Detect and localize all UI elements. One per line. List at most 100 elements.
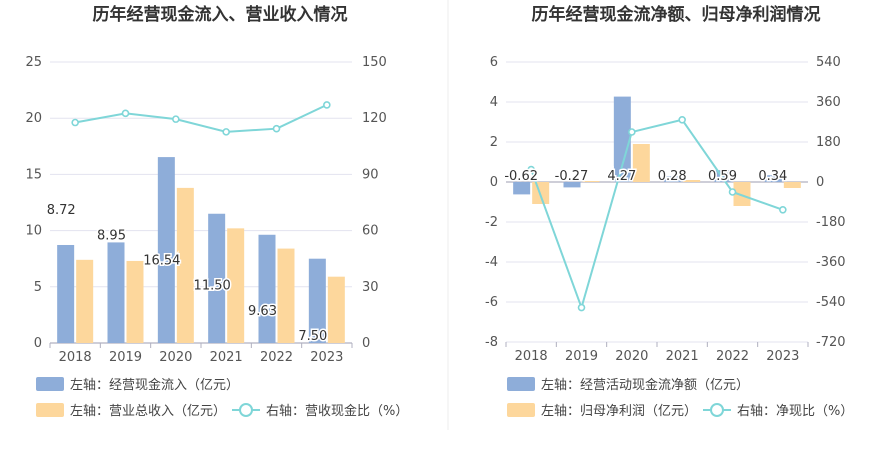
left-axis-tick-label: -2	[485, 215, 498, 230]
category-tick-label: 2019	[565, 349, 598, 364]
legend: 左轴：经营现金流入（亿元） 左轴：营业总收入（亿元） 右轴：营收现金比（%）	[36, 377, 408, 419]
bar-data-label: -0.27	[555, 169, 589, 184]
ratio-point	[728, 188, 737, 196]
left-axis-tick-label: 15	[25, 167, 42, 182]
net-cashflow-profit-chart: 历年经营现金流净额、归母净利润情况 -0.62 -0.27 4.27 0.28 0.59…	[485, 4, 853, 419]
legend-label-cash-ratio: 右轴：净现比（%）	[737, 404, 853, 419]
left-axis-tick-label: 2	[490, 135, 498, 150]
chart-title: 历年经营现金流入、营业收入情况	[93, 4, 348, 25]
left-axis-tick-label: 25	[25, 55, 42, 70]
bar-data-label: -0.62	[504, 169, 538, 184]
legend-label-ratio: 右轴：营收现金比（%）	[266, 403, 408, 419]
bar-data-label: 0.34	[758, 169, 787, 184]
bar-secondary	[126, 260, 144, 343]
bar-data-label: 0.59	[708, 169, 737, 184]
bar-primary	[157, 157, 175, 343]
bar-secondary	[783, 182, 801, 188]
category-tick-label: 2021	[210, 350, 243, 365]
category-tick-label: 2023	[766, 349, 799, 364]
legend-label-cash-inflow: 左轴：经营现金流入（亿元）	[70, 377, 239, 393]
legend-swatch-net-profit	[507, 403, 535, 417]
left-axis-tick-label: -8	[485, 335, 498, 350]
category-tick-label: 2018	[59, 350, 92, 365]
right-axis-tick-label: 0	[362, 336, 370, 351]
right-axis-tick-label: 60	[362, 224, 379, 239]
category-tick-label: 2019	[109, 350, 142, 365]
right-axis-tick-label: 540	[816, 55, 841, 70]
bar-primary	[513, 182, 531, 195]
bar-data-label: 9.63	[248, 304, 277, 319]
bar-data-label: 4.27	[607, 169, 636, 184]
left-axis-tick-label: -4	[485, 255, 498, 270]
category-tick-label: 2023	[310, 350, 343, 365]
bar-secondary	[683, 180, 701, 182]
right-axis-tick-label: 0	[816, 175, 824, 190]
right-axis-tick-label: 120	[362, 111, 387, 126]
bar-primary	[563, 182, 581, 188]
bar-primary	[613, 96, 631, 182]
right-axis-tick-label: -360	[816, 255, 846, 270]
left-axis-tick-label: 0	[490, 175, 498, 190]
legend: 左轴：经营活动现金流净额（亿元） 左轴：归母净利润（亿元） 右轴：净现比（%）	[507, 377, 853, 419]
ratio-point	[121, 109, 130, 118]
left-axis-tick-label: 0	[34, 336, 42, 351]
category-tick-label: 2022	[260, 350, 293, 365]
legend-label-revenue: 左轴：营业总收入（亿元）	[70, 404, 226, 419]
cash-inflow-revenue-chart: 历年经营现金流入、营业收入情况 8.72 8.95 16.54 11.50 9.63 7.…	[25, 4, 408, 419]
bar-data-label: 16.54	[143, 253, 180, 268]
left-axis-tick-label: 10	[25, 224, 42, 239]
category-tick-label: 2020	[159, 350, 192, 365]
right-axis-tick-label: -540	[816, 295, 846, 310]
right-axis-tick-label: 30	[362, 280, 379, 295]
bar-data-label: 8.95	[97, 228, 126, 243]
legend-swatch-net-cashflow	[507, 377, 535, 391]
ratio-point	[527, 165, 535, 174]
ratio-line	[530, 118, 784, 311]
left-axis-tick-label: 5	[34, 280, 42, 295]
bar-primary	[258, 234, 276, 343]
right-axis-tick-label: -720	[816, 335, 846, 350]
bar-primary	[664, 176, 682, 182]
bar-primary	[57, 244, 75, 343]
category-tick-label: 2021	[666, 349, 699, 364]
ratio-point	[628, 128, 636, 136]
legend-label-net-cashflow: 左轴：经营活动现金流净额（亿元）	[541, 377, 749, 393]
left-axis-tick-label: 6	[490, 55, 498, 70]
ratio-point	[678, 115, 686, 124]
ratio-point	[779, 205, 787, 214]
chart-title: 历年经营现金流净额、归母净利润情况	[532, 4, 821, 25]
ratio-point	[323, 101, 331, 109]
category-tick-label: 2020	[615, 349, 648, 364]
ratio-point	[172, 115, 180, 123]
right-axis-tick-label: 360	[816, 95, 841, 110]
ratio-point	[71, 118, 79, 127]
category-tick-label: 2022	[716, 349, 749, 364]
right-axis-tick-label: 180	[816, 135, 841, 150]
bar-secondary	[733, 182, 751, 206]
ratio-point	[222, 128, 230, 136]
legend-swatch-revenue	[36, 403, 64, 417]
right-axis-tick-label: 150	[362, 55, 387, 70]
bar-secondary	[227, 228, 245, 343]
bar-secondary	[176, 187, 194, 343]
left-axis-tick-label: 4	[490, 95, 498, 110]
bar-secondary	[277, 248, 295, 343]
bar-primary	[714, 170, 732, 182]
legend-marker-cash-ratio	[710, 403, 724, 417]
bar-primary	[764, 175, 782, 182]
bar-secondary	[632, 144, 650, 182]
ratio-point	[272, 124, 281, 133]
legend-marker-ratio	[239, 403, 253, 417]
bar-secondary	[327, 276, 345, 343]
bar-data-label: 0.28	[658, 169, 687, 184]
ratio-point	[577, 303, 586, 312]
ratio-line	[74, 103, 328, 133]
bar-primary	[107, 242, 125, 343]
bar-data-label: 11.50	[194, 279, 231, 294]
category-tick-label: 2018	[515, 349, 548, 364]
left-axis-tick-label: 20	[25, 111, 42, 126]
bar-primary	[208, 213, 226, 343]
legend-label-net-profit: 左轴：归母净利润（亿元）	[541, 404, 697, 419]
right-axis-tick-label: 90	[362, 167, 379, 182]
